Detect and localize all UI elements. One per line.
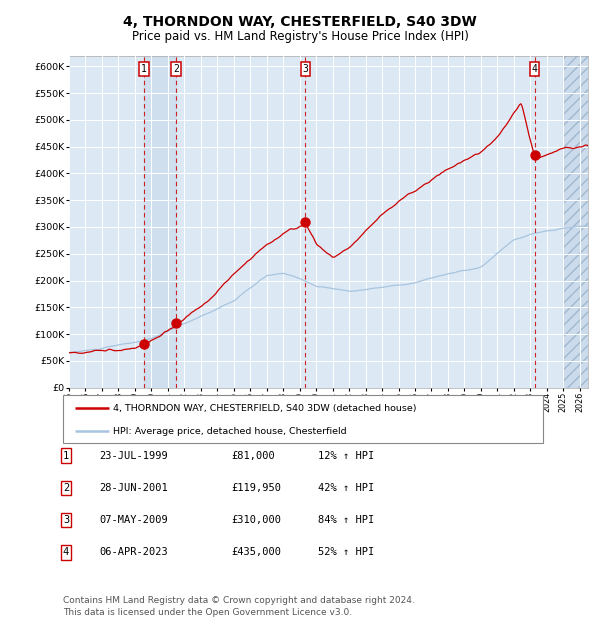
Text: 3: 3 bbox=[302, 64, 308, 74]
Text: 23-JUL-1999: 23-JUL-1999 bbox=[99, 451, 168, 461]
Text: 1: 1 bbox=[63, 451, 69, 461]
Text: 3: 3 bbox=[63, 515, 69, 525]
Text: HPI: Average price, detached house, Chesterfield: HPI: Average price, detached house, Ches… bbox=[113, 427, 347, 436]
Text: £435,000: £435,000 bbox=[231, 547, 281, 557]
Bar bbox=[563, 56, 588, 388]
Text: 07-MAY-2009: 07-MAY-2009 bbox=[99, 515, 168, 525]
Text: 84% ↑ HPI: 84% ↑ HPI bbox=[318, 515, 374, 525]
Text: 52% ↑ HPI: 52% ↑ HPI bbox=[318, 547, 374, 557]
Text: Price paid vs. HM Land Registry's House Price Index (HPI): Price paid vs. HM Land Registry's House … bbox=[131, 30, 469, 43]
Text: 4: 4 bbox=[532, 64, 538, 74]
Text: 42% ↑ HPI: 42% ↑ HPI bbox=[318, 483, 374, 493]
FancyBboxPatch shape bbox=[63, 395, 543, 443]
Text: 06-APR-2023: 06-APR-2023 bbox=[99, 547, 168, 557]
Text: 4: 4 bbox=[63, 547, 69, 557]
Text: 4, THORNDON WAY, CHESTERFIELD, S40 3DW (detached house): 4, THORNDON WAY, CHESTERFIELD, S40 3DW (… bbox=[113, 404, 417, 413]
Text: £81,000: £81,000 bbox=[231, 451, 275, 461]
Text: 12% ↑ HPI: 12% ↑ HPI bbox=[318, 451, 374, 461]
Text: 2: 2 bbox=[173, 64, 179, 74]
Text: Contains HM Land Registry data © Crown copyright and database right 2024.
This d: Contains HM Land Registry data © Crown c… bbox=[63, 596, 415, 617]
Text: 1: 1 bbox=[141, 64, 147, 74]
Text: 28-JUN-2001: 28-JUN-2001 bbox=[99, 483, 168, 493]
Bar bbox=[144, 56, 176, 388]
Text: £119,950: £119,950 bbox=[231, 483, 281, 493]
Text: 2: 2 bbox=[63, 483, 69, 493]
Text: £310,000: £310,000 bbox=[231, 515, 281, 525]
Bar bbox=[563, 56, 588, 388]
Text: 4, THORNDON WAY, CHESTERFIELD, S40 3DW: 4, THORNDON WAY, CHESTERFIELD, S40 3DW bbox=[123, 16, 477, 30]
